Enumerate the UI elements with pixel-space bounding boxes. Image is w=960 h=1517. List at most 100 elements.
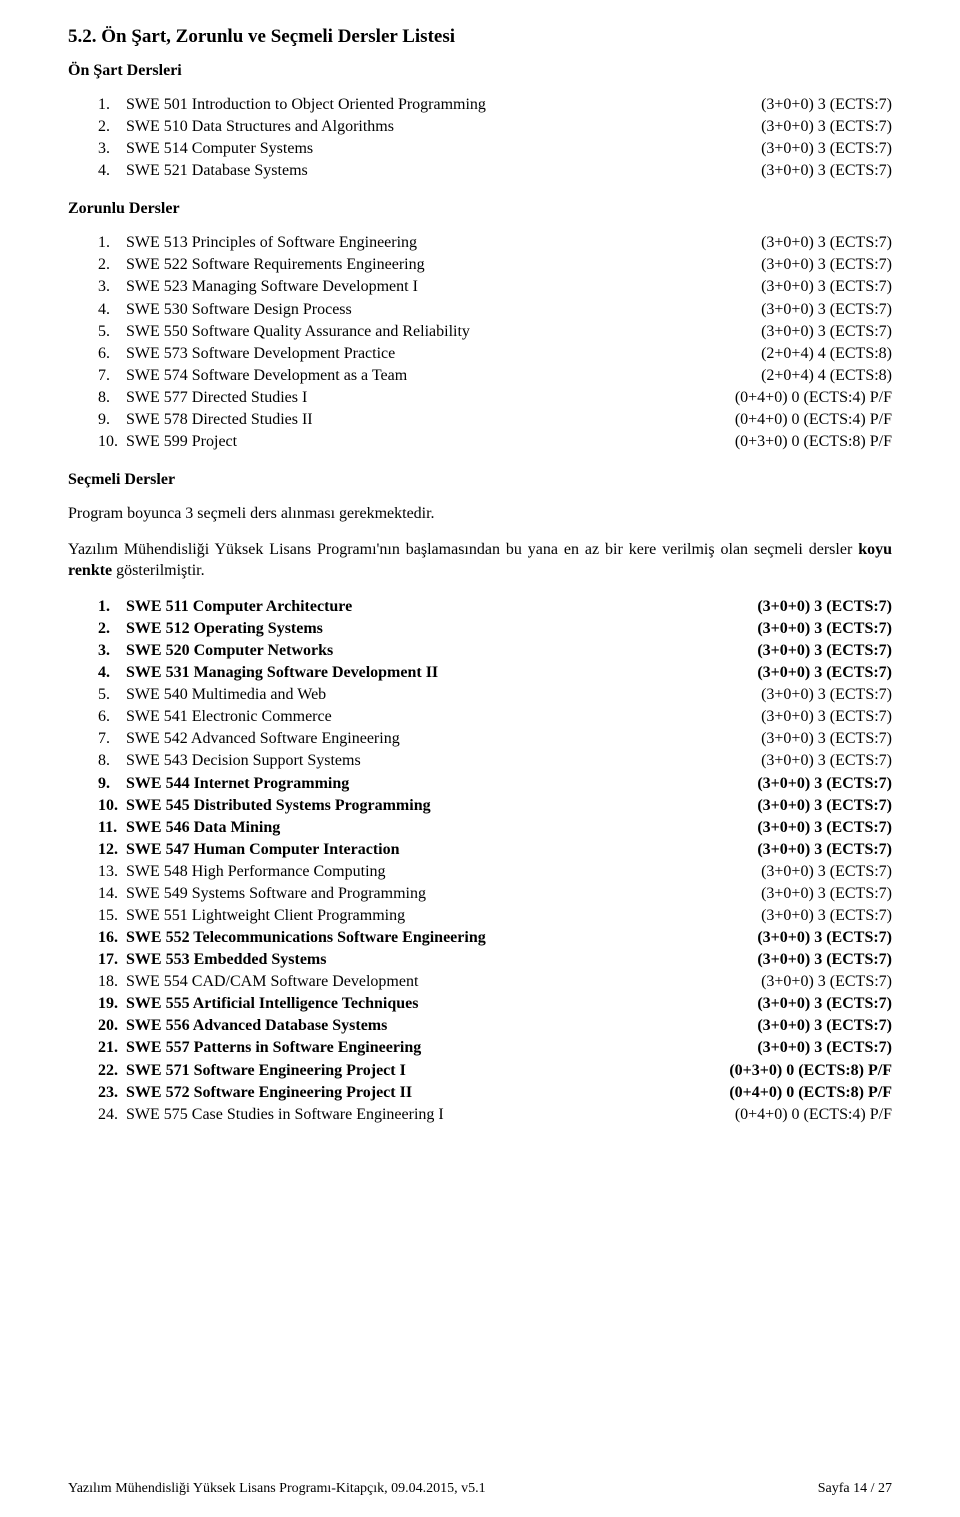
- course-credits: (3+0+0) 3 (ECTS:7): [761, 116, 892, 138]
- course-name: SWE 556 Advanced Database Systems: [126, 1015, 757, 1037]
- course-credits: (3+0+0) 3 (ECTS:7): [757, 993, 892, 1015]
- course-credits: (0+4+0) 0 (ECTS:8) P/F: [729, 1082, 892, 1104]
- secmeli-intro-1: Program boyunca 3 seçmeli ders alınması …: [68, 503, 892, 525]
- course-name: SWE 521 Database Systems: [126, 160, 761, 182]
- course-row: 7.SWE 542 Advanced Software Engineering(…: [98, 728, 892, 750]
- course-row: 3.SWE 523 Managing Software Development …: [98, 276, 892, 298]
- course-number: 6.: [98, 343, 126, 365]
- course-credits: (3+0+0) 3 (ECTS:7): [761, 160, 892, 182]
- course-number: 21.: [98, 1037, 126, 1059]
- course-row: 6.SWE 541 Electronic Commerce(3+0+0) 3 (…: [98, 706, 892, 728]
- course-number: 19.: [98, 993, 126, 1015]
- secmeli-title: Seçmeli Dersler: [68, 471, 892, 489]
- course-name: SWE 572 Software Engineering Project II: [126, 1082, 729, 1104]
- course-name: SWE 542 Advanced Software Engineering: [126, 728, 761, 750]
- course-row: 19.SWE 555 Artificial Intelligence Techn…: [98, 993, 892, 1015]
- course-name: SWE 513 Principles of Software Engineeri…: [126, 232, 761, 254]
- course-name: SWE 520 Computer Networks: [126, 640, 757, 662]
- course-name: SWE 501 Introduction to Object Oriented …: [126, 94, 761, 116]
- course-credits: (3+0+0) 3 (ECTS:7): [757, 817, 892, 839]
- course-name: SWE 543 Decision Support Systems: [126, 750, 761, 772]
- course-name: SWE 557 Patterns in Software Engineering: [126, 1037, 757, 1059]
- course-credits: (3+0+0) 3 (ECTS:7): [761, 232, 892, 254]
- course-credits: (0+3+0) 0 (ECTS:8) P/F: [729, 1060, 892, 1082]
- course-number: 11.: [98, 817, 126, 839]
- course-number: 4.: [98, 160, 126, 182]
- course-credits: (3+0+0) 3 (ECTS:7): [761, 883, 892, 905]
- course-name: SWE 510 Data Structures and Algorithms: [126, 116, 761, 138]
- course-credits: (3+0+0) 3 (ECTS:7): [761, 276, 892, 298]
- course-number: 12.: [98, 839, 126, 861]
- course-row: 10.SWE 545 Distributed Systems Programmi…: [98, 795, 892, 817]
- course-name: SWE 553 Embedded Systems: [126, 949, 757, 971]
- course-name: SWE 578 Directed Studies II: [126, 409, 735, 431]
- course-row: 1.SWE 513 Principles of Software Enginee…: [98, 232, 892, 254]
- course-number: 3.: [98, 640, 126, 662]
- course-row: 1.SWE 501 Introduction to Object Oriente…: [98, 94, 892, 116]
- page-heading: 5.2. Ön Şart, Zorunlu ve Seçmeli Dersler…: [68, 26, 892, 48]
- course-row: 24.SWE 575 Case Studies in Software Engi…: [98, 1104, 892, 1126]
- course-credits: (3+0+0) 3 (ECTS:7): [761, 684, 892, 706]
- course-name: SWE 523 Managing Software Development I: [126, 276, 761, 298]
- course-number: 8.: [98, 387, 126, 409]
- course-number: 18.: [98, 971, 126, 993]
- course-number: 10.: [98, 795, 126, 817]
- course-number: 9.: [98, 773, 126, 795]
- course-credits: (3+0+0) 3 (ECTS:7): [761, 728, 892, 750]
- course-row: 23.SWE 572 Software Engineering Project …: [98, 1082, 892, 1104]
- course-credits: (2+0+4) 4 (ECTS:8): [761, 343, 892, 365]
- course-number: 14.: [98, 883, 126, 905]
- course-name: SWE 547 Human Computer Interaction: [126, 839, 757, 861]
- course-credits: (3+0+0) 3 (ECTS:7): [757, 640, 892, 662]
- course-name: SWE 545 Distributed Systems Programming: [126, 795, 757, 817]
- para2-before: Yazılım Mühendisliği Yüksek Lisans Progr…: [68, 541, 858, 558]
- course-row: 1.SWE 511 Computer Architecture(3+0+0) 3…: [98, 596, 892, 618]
- onsart-title: Ön Şart Dersleri: [68, 62, 892, 80]
- course-number: 7.: [98, 728, 126, 750]
- course-number: 6.: [98, 706, 126, 728]
- course-name: SWE 549 Systems Software and Programming: [126, 883, 761, 905]
- course-number: 1.: [98, 232, 126, 254]
- course-row: 13.SWE 548 High Performance Computing(3+…: [98, 861, 892, 883]
- course-name: SWE 550 Software Quality Assurance and R…: [126, 321, 761, 343]
- course-number: 5.: [98, 684, 126, 706]
- course-credits: (3+0+0) 3 (ECTS:7): [757, 662, 892, 684]
- course-credits: (3+0+0) 3 (ECTS:7): [757, 949, 892, 971]
- course-credits: (3+0+0) 3 (ECTS:7): [757, 839, 892, 861]
- course-credits: (3+0+0) 3 (ECTS:7): [761, 905, 892, 927]
- course-name: SWE 530 Software Design Process: [126, 299, 761, 321]
- course-row: 4.SWE 531 Managing Software Development …: [98, 662, 892, 684]
- course-row: 10.SWE 599 Project(0+3+0) 0 (ECTS:8) P/F: [98, 431, 892, 453]
- course-credits: (3+0+0) 3 (ECTS:7): [757, 618, 892, 640]
- course-credits: (3+0+0) 3 (ECTS:7): [761, 861, 892, 883]
- course-name: SWE 573 Software Development Practice: [126, 343, 761, 365]
- course-number: 20.: [98, 1015, 126, 1037]
- course-row: 3.SWE 520 Computer Networks(3+0+0) 3 (EC…: [98, 640, 892, 662]
- course-credits: (3+0+0) 3 (ECTS:7): [761, 299, 892, 321]
- course-row: 5.SWE 540 Multimedia and Web(3+0+0) 3 (E…: [98, 684, 892, 706]
- footer-right: Sayfa 14 / 27: [818, 1481, 892, 1497]
- course-number: 10.: [98, 431, 126, 453]
- course-number: 3.: [98, 276, 126, 298]
- course-row: 16.SWE 552 Telecommunications Software E…: [98, 927, 892, 949]
- course-name: SWE 552 Telecommunications Software Engi…: [126, 927, 757, 949]
- secmeli-list: 1.SWE 511 Computer Architecture(3+0+0) 3…: [68, 596, 892, 1126]
- course-number: 8.: [98, 750, 126, 772]
- course-name: SWE 541 Electronic Commerce: [126, 706, 761, 728]
- course-name: SWE 574 Software Development as a Team: [126, 365, 761, 387]
- page-footer: Yazılım Mühendisliği Yüksek Lisans Progr…: [68, 1481, 892, 1497]
- course-credits: (3+0+0) 3 (ECTS:7): [761, 94, 892, 116]
- course-number: 22.: [98, 1060, 126, 1082]
- course-row: 9.SWE 544 Internet Programming(3+0+0) 3 …: [98, 773, 892, 795]
- course-name: SWE 514 Computer Systems: [126, 138, 761, 160]
- course-name: SWE 546 Data Mining: [126, 817, 757, 839]
- course-credits: (0+4+0) 0 (ECTS:4) P/F: [735, 1104, 892, 1126]
- course-credits: (3+0+0) 3 (ECTS:7): [757, 596, 892, 618]
- course-row: 22.SWE 571 Software Engineering Project …: [98, 1060, 892, 1082]
- course-row: 4.SWE 521 Database Systems(3+0+0) 3 (ECT…: [98, 160, 892, 182]
- course-row: 2.SWE 510 Data Structures and Algorithms…: [98, 116, 892, 138]
- course-credits: (3+0+0) 3 (ECTS:7): [757, 795, 892, 817]
- course-name: SWE 511 Computer Architecture: [126, 596, 757, 618]
- course-name: SWE 599 Project: [126, 431, 735, 453]
- course-name: SWE 554 CAD/CAM Software Development: [126, 971, 761, 993]
